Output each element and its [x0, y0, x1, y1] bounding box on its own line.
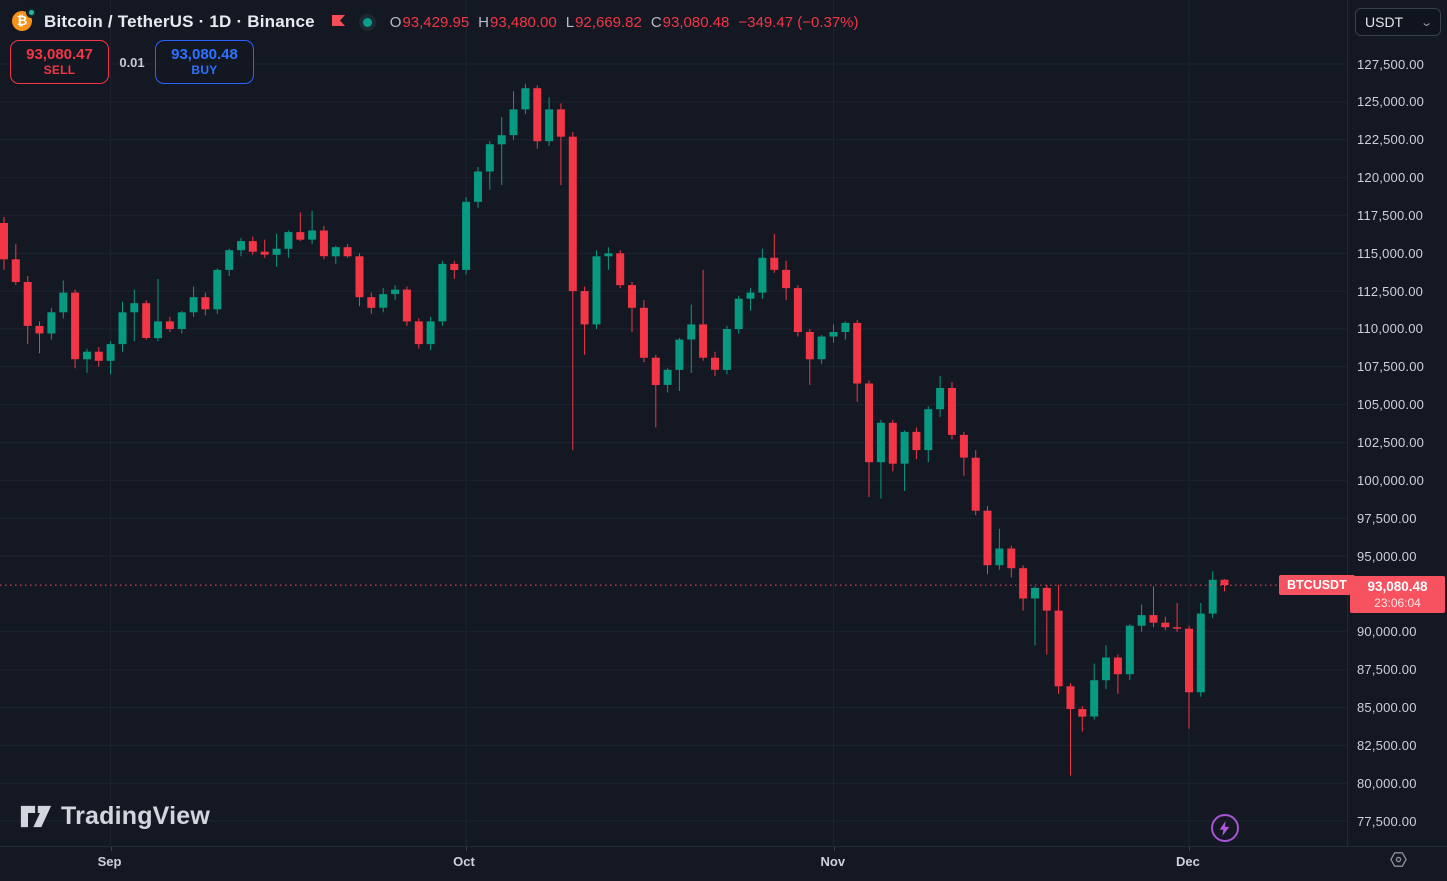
price-tick-label: 97,500.00	[1357, 510, 1417, 526]
bar-countdown: 23:06:04	[1374, 595, 1421, 610]
flag-icon[interactable]	[329, 12, 349, 32]
month-label: Sep	[97, 854, 122, 869]
buy-label: BUY	[191, 62, 218, 77]
gear-icon[interactable]	[1386, 847, 1410, 871]
price-tick-label: 100,000.00	[1357, 472, 1425, 488]
buy-price: 93,080.48	[171, 46, 238, 64]
plot-area	[0, 0, 1347, 846]
spread-value: 0.01	[119, 54, 145, 70]
chart-header: ₿ Bitcoin / TetherUS · 1D · Binance O 93,…	[12, 7, 859, 36]
month-label: Nov	[820, 854, 846, 869]
month-tick-mark	[833, 847, 835, 851]
price-tick-label: 90,000.00	[1357, 624, 1417, 640]
sell-button[interactable]: 93,080.47 SELL	[10, 40, 109, 84]
price-axis-divider	[1347, 0, 1348, 846]
time-axis[interactable]: Sep Oct Nov Dec	[0, 847, 1347, 881]
tradingview-logo-text: TradingView	[61, 802, 211, 830]
open-label: O	[389, 13, 402, 31]
provider-badge-icon	[26, 7, 37, 18]
month-tick-mark	[110, 847, 112, 851]
time-axis-divider	[0, 846, 1447, 847]
price-tick-label: 105,000.00	[1357, 397, 1425, 413]
sell-label: SELL	[43, 62, 76, 77]
last-price-value: 93,080.48	[1367, 579, 1428, 595]
lightning-icon[interactable]	[1210, 814, 1239, 842]
price-tick-label: 125,000.00	[1357, 94, 1425, 110]
currency-selector-value: USDT	[1365, 14, 1404, 30]
high-label: H	[478, 13, 490, 31]
price-tick-label: 117,500.00	[1357, 207, 1424, 223]
low-value: 92,669.82	[575, 13, 642, 31]
price-axis[interactable]: USDT ⌄ 127,500.00 125,000.00 122,500.00 120…	[1348, 0, 1447, 846]
price-tick-label: 120,000.00	[1357, 170, 1425, 186]
month-tick-mark	[1189, 847, 1190, 851]
month-tick-mark	[466, 847, 468, 851]
last-price-label: 93,080.48 23:06:04	[1350, 576, 1445, 614]
tradingview-logo-icon	[20, 805, 52, 828]
price-tick-label: 115,000.00	[1357, 245, 1424, 261]
price-tick-label: 107,500.00	[1357, 359, 1425, 375]
price-change: −349.47 (−0.37%)	[738, 13, 859, 31]
price-tick-label: 87,500.00	[1357, 662, 1417, 678]
market-status-icon[interactable]	[358, 13, 376, 31]
month-label: Oct	[453, 854, 475, 869]
price-tick-label: 122,500.00	[1357, 132, 1425, 148]
trade-panel: 93,080.47 SELL 0.01 93,080.48 BUY	[10, 40, 254, 84]
bitcoin-logo-icon: ₿	[12, 7, 37, 33]
sell-price: 93,080.47	[26, 46, 93, 64]
chevron-down-icon: ⌄	[1419, 16, 1433, 29]
close-value: 93,080.48	[662, 13, 730, 31]
currency-selector-dropdown[interactable]: USDT ⌄	[1355, 8, 1441, 36]
symbol-title[interactable]: Bitcoin / TetherUS · 1D · Binance	[44, 12, 315, 31]
open-value: 93,429.95	[402, 13, 470, 31]
price-tick-label: 85,000.00	[1357, 699, 1417, 715]
price-tick-label: 127,500.00	[1357, 56, 1425, 72]
price-tick-label: 77,500.00	[1357, 813, 1417, 829]
price-tick-label: 110,000.00	[1357, 321, 1424, 337]
price-tick-label: 102,500.00	[1357, 435, 1425, 451]
tradingview-logo[interactable]: TradingView	[20, 802, 210, 831]
price-tick-label: 82,500.00	[1357, 737, 1417, 753]
close-label: C	[650, 13, 662, 31]
ohlc-readout: O 93,429.95 H 93,480.00 L 92,669.82 C 93,080…	[390, 14, 859, 31]
series-price-flag: BTCUSDT	[1279, 575, 1355, 596]
month-label: Dec	[1176, 854, 1200, 869]
price-tick-label: 112,500.00	[1357, 283, 1424, 299]
low-label: L	[565, 13, 575, 31]
high-value: 93,480.00	[490, 13, 557, 31]
price-tick-label: 80,000.00	[1357, 775, 1417, 791]
buy-button[interactable]: 93,080.48 BUY	[155, 40, 254, 84]
price-tick-label: 95,000.00	[1357, 548, 1417, 564]
